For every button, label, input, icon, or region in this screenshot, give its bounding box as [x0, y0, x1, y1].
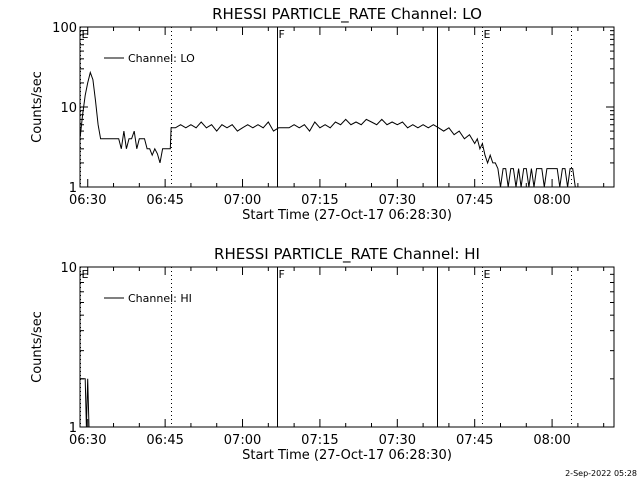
x-tick-label: 06:45 — [146, 433, 183, 448]
x-tick-label: 07:15 — [301, 433, 338, 448]
legend-label: Channel: LO — [128, 52, 195, 65]
event-marker-label: E — [82, 268, 89, 281]
chart-panel-2: RHESSI PARTICLE_RATE Channel: HI E F E 06:30… — [30, 245, 615, 463]
chart-title: RHESSI PARTICLE_RATE Channel: HI — [214, 245, 480, 264]
chart-panel-1: RHESSI PARTICLE_RATE Channel: LOE F E06:30… — [30, 5, 615, 223]
plot-frame — [79, 266, 615, 428]
x-tick-label: 08:00 — [533, 193, 570, 208]
y-axis-label: Counts/sec — [30, 71, 45, 143]
series-line — [80, 378, 90, 428]
chart-title: RHESSI PARTICLE_RATE Channel: LO — [212, 5, 482, 24]
y-tick-label: 1 — [69, 421, 77, 436]
y-tick-label: 10 — [60, 101, 77, 116]
x-tick-label: 06:30 — [69, 433, 106, 448]
event-marker-label: F — [279, 268, 285, 281]
x-axis-label: Start Time (27-Oct-17 06:28:30) — [242, 208, 452, 223]
x-tick-label: 07:30 — [379, 433, 416, 448]
x-tick-label: 08:00 — [533, 433, 570, 448]
x-tick-label: 07:00 — [224, 193, 261, 208]
x-tick-label: 07:00 — [224, 433, 261, 448]
y-tick-label: 100 — [52, 21, 77, 36]
x-tick-label: 06:30 — [69, 193, 106, 208]
footer-date: 2-Sep-2022 05:28 — [565, 469, 637, 478]
x-tick-label: 07:45 — [456, 193, 493, 208]
series-line — [79, 70, 576, 188]
x-tick-label: 07:15 — [301, 193, 338, 208]
event-marker-label: E — [484, 28, 491, 41]
y-axis-label: Counts/sec — [30, 311, 45, 383]
legend-label: Channel: HI — [128, 292, 192, 305]
y-tick-label: 10 — [60, 261, 77, 276]
x-tick-label: 07:30 — [379, 193, 416, 208]
x-axis-label: Start Time (27-Oct-17 06:28:30) — [242, 448, 452, 463]
x-tick-label: 07:45 — [456, 433, 493, 448]
event-marker-label: F — [279, 28, 285, 41]
x-tick-label: 06:45 — [146, 193, 183, 208]
y-tick-label: 1 — [69, 181, 77, 196]
event-marker-label: E — [82, 28, 89, 41]
event-marker-label: E — [484, 268, 491, 281]
